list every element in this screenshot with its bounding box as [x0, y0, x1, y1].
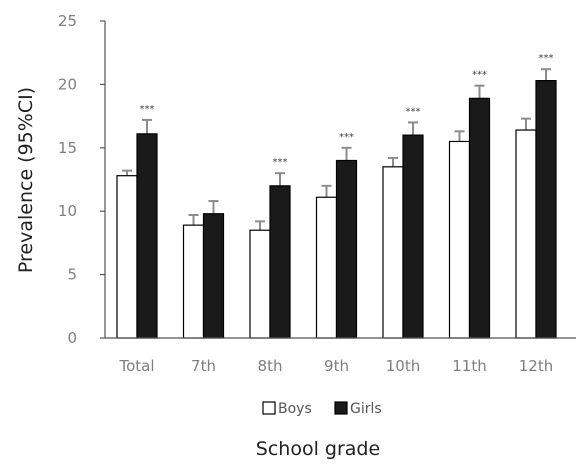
bar-boys	[382, 166, 404, 339]
category-group: ***	[448, 70, 491, 339]
category-group: ***	[116, 104, 158, 339]
bar-girls	[202, 213, 225, 339]
y-tick-label: 0	[67, 329, 77, 347]
x-axis: Total 7th 8th 9th 10th 11th 12th	[105, 337, 576, 375]
x-axis-title: School grade	[256, 438, 380, 460]
legend-swatch	[262, 401, 276, 415]
bar-boys	[448, 140, 471, 339]
y-tick-label: 20	[58, 75, 77, 93]
legend: Boys Girls	[262, 401, 382, 417]
category-group: ***	[515, 53, 557, 339]
y-tick-label: 5	[67, 266, 77, 284]
significance-label: ***	[406, 106, 421, 117]
legend-swatch	[334, 401, 348, 415]
category-group: ***	[315, 132, 358, 339]
legend-label: Boys	[278, 401, 312, 417]
y-axis-title: Prevalence (95%CI)	[15, 87, 37, 273]
bar-girls	[335, 159, 358, 339]
x-tick-label: 11th	[452, 357, 486, 375]
bar-girls	[468, 97, 491, 339]
x-tick-label: 12th	[519, 357, 553, 375]
x-tick-label: 8th	[258, 357, 283, 375]
y-tick-label: 25	[58, 12, 77, 30]
x-tick-label: 7th	[191, 357, 216, 375]
bar-boys	[515, 129, 537, 339]
category-group: ***	[382, 106, 424, 339]
y-tick-label: 10	[58, 202, 77, 220]
x-tick-label: 9th	[324, 357, 349, 375]
significance-label: ***	[273, 157, 288, 168]
bar-boys	[249, 229, 271, 339]
significance-label: ***	[339, 132, 354, 143]
significance-label: ***	[539, 53, 554, 64]
bar-boys	[315, 196, 338, 339]
significance-label: ***	[140, 104, 155, 115]
bar-boys	[116, 175, 138, 339]
category-group	[182, 200, 225, 339]
legend-label: Girls	[350, 401, 382, 417]
category-group: ***	[249, 157, 291, 339]
bar-girls	[402, 134, 424, 339]
x-tick-label: Total	[118, 357, 154, 375]
x-tick-label: 10th	[386, 357, 420, 375]
y-tick-label: 15	[58, 139, 77, 157]
bar-girls	[136, 133, 158, 339]
bar-girls	[269, 185, 291, 339]
bar-girls	[535, 79, 557, 339]
legend-item-boys: Boys	[262, 401, 312, 417]
significance-label: ***	[472, 70, 487, 81]
y-axis: 0 5 10 15 20 25	[58, 12, 106, 347]
bar-boys	[182, 224, 205, 339]
legend-item-girls: Girls	[334, 401, 382, 417]
bars: *** *** *** *** *** ***	[116, 53, 557, 339]
